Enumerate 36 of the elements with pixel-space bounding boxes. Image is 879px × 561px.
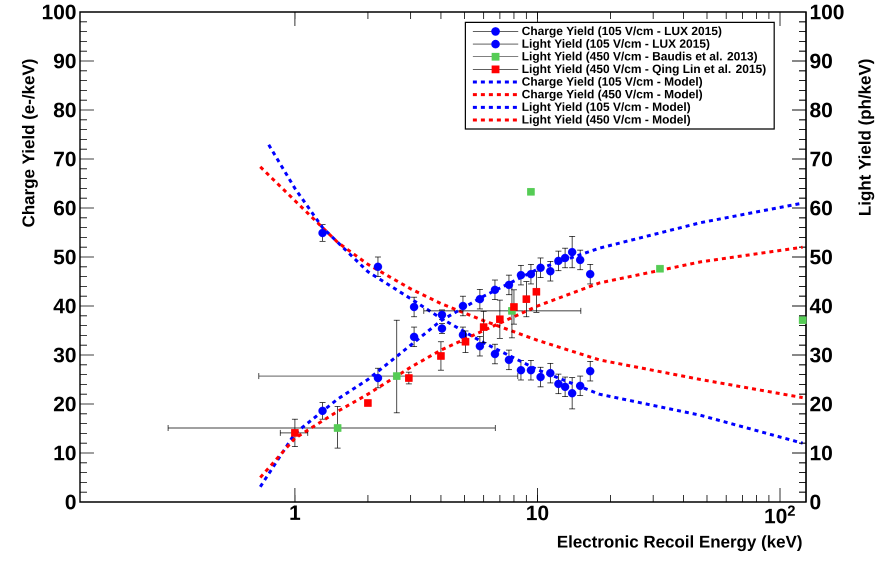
y-tick-label: 30 — [54, 348, 76, 362]
legend-label: Charge Yield (450 V/cm - Model) — [522, 90, 702, 101]
y2-tick-label: 50 — [810, 250, 832, 264]
y-tick-label: 40 — [54, 298, 76, 314]
legend-label: Charge Yield (105 V/cm - Model) — [522, 76, 702, 88]
x-tick-label: 10 — [527, 506, 548, 520]
x-axis-title: Electronic Recoil Energy (keV) — [558, 535, 802, 552]
y2-tick-label: 60 — [810, 200, 832, 216]
y2-tick-label: 90 — [810, 54, 832, 68]
y-tick-label: 70 — [54, 152, 76, 166]
legend-label: Light Yield (450 V/cm - Qing Lin et al. 2015) — [522, 64, 766, 76]
legend-label: Light Yield (450 V/cm - Model) — [522, 114, 690, 126]
y-tick-label: 60 — [54, 200, 76, 216]
legend-label: Light Yield (105 V/cm - LUX 2015) — [522, 39, 710, 50]
x-tick-label: 1 — [290, 506, 300, 520]
legend-label: Charge Yield (105 V/cm - LUX 2015) — [522, 26, 722, 38]
y-tick-label: 90 — [54, 54, 76, 68]
y-tick-label: 0 — [66, 494, 76, 510]
y-axis-title: Charge Yield (e-/keV) — [22, 59, 38, 227]
y-tick-label: 10 — [54, 446, 76, 460]
legend-label: Light Yield (450 V/cm - Baudis et al. 2013) — [522, 52, 757, 63]
y2-tick-label: 100 — [810, 4, 844, 20]
y2-tick-label: 80 — [810, 102, 832, 118]
y2-tick-label: 70 — [810, 152, 832, 166]
y-tick-label: 80 — [54, 102, 76, 118]
y2-tick-label: 30 — [810, 348, 832, 362]
y-tick-label: 20 — [54, 396, 76, 412]
y2-tick-label: 0 — [810, 494, 820, 510]
y-tick-label: 50 — [54, 250, 76, 264]
y2-tick-label: 10 — [810, 446, 832, 460]
y2-tick-label: 20 — [810, 396, 832, 412]
x-tick-label: 10$^{2}$ — [765, 506, 795, 524]
y2-axis-title: Light Yield (ph/keV) — [858, 59, 874, 215]
y-tick-label: 100 — [42, 4, 76, 20]
legend-label: Light Yield (105 V/cm - Model) — [522, 102, 690, 114]
y2-tick-label: 40 — [810, 298, 832, 314]
